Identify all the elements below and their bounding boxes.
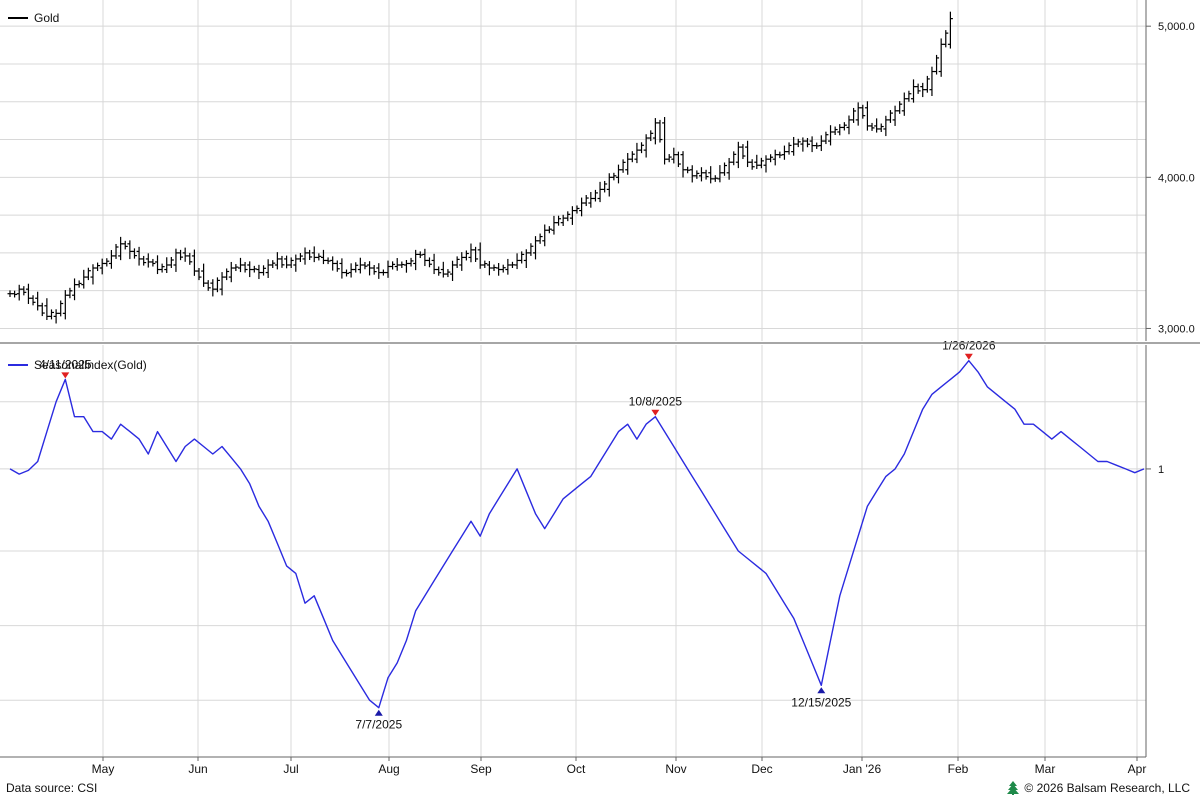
grid-layer <box>0 0 1146 757</box>
high-marker <box>964 353 973 360</box>
price-y-tick-label: 4,000.0 <box>1158 172 1195 184</box>
legend-layer: Gold SeasonalIndex(Gold) <box>8 11 147 372</box>
price-y-tick-label: 5,000.0 <box>1158 21 1195 33</box>
x-tick-label: Nov <box>665 762 686 776</box>
x-tick-label: May <box>92 762 115 776</box>
low-marker <box>817 687 826 694</box>
x-tick-label: Jul <box>283 762 298 776</box>
x-tick-label: Feb <box>948 762 969 776</box>
axis-layer: 3,000.0 4,000.0 5,000.0 1 May Jun Jul Aug Sep Oct… <box>0 0 1200 776</box>
annotation-label: 10/8/2025 <box>629 395 683 409</box>
x-tick-label: Oct <box>567 762 586 776</box>
x-tick-label: Aug <box>378 762 399 776</box>
annotation-label: 12/15/2025 <box>791 695 851 709</box>
seasonal-legend-label: SeasonalIndex(Gold) <box>34 358 147 372</box>
high-marker <box>61 372 70 379</box>
x-tick-label: Jun <box>188 762 207 776</box>
annotation-label: 7/7/2025 <box>355 718 402 732</box>
x-tick-label: Mar <box>1035 762 1056 776</box>
low-marker <box>374 709 383 716</box>
seasonal-index-line <box>9 360 1145 709</box>
gold-legend-label: Gold <box>34 11 59 25</box>
x-tick-label: Sep <box>470 762 492 776</box>
seasonal-index-panel: 4/11/2025 7/7/2025 10/8/2025 12/15/2025 1/26… <box>9 339 1145 732</box>
high-marker <box>651 409 660 416</box>
annotation-label: 4/11/2025 <box>39 357 92 371</box>
copyright-label: © 2026 Balsam Research, LLC <box>1024 781 1190 795</box>
data-source-label: Data source: CSI <box>6 781 98 795</box>
tree-icon <box>1007 781 1020 795</box>
price-y-tick-label: 3,000.0 <box>1158 323 1195 335</box>
x-tick-label: Jan '26 <box>843 762 882 776</box>
x-tick-label: Dec <box>751 762 772 776</box>
copyright-block: © 2026 Balsam Research, LLC <box>1006 781 1190 795</box>
annotation-label: 1/26/2026 <box>942 339 996 353</box>
seasonal-y-tick-label: 1 <box>1158 464 1164 476</box>
x-tick-label: Apr <box>1128 762 1147 776</box>
gold-price-panel <box>7 11 953 324</box>
